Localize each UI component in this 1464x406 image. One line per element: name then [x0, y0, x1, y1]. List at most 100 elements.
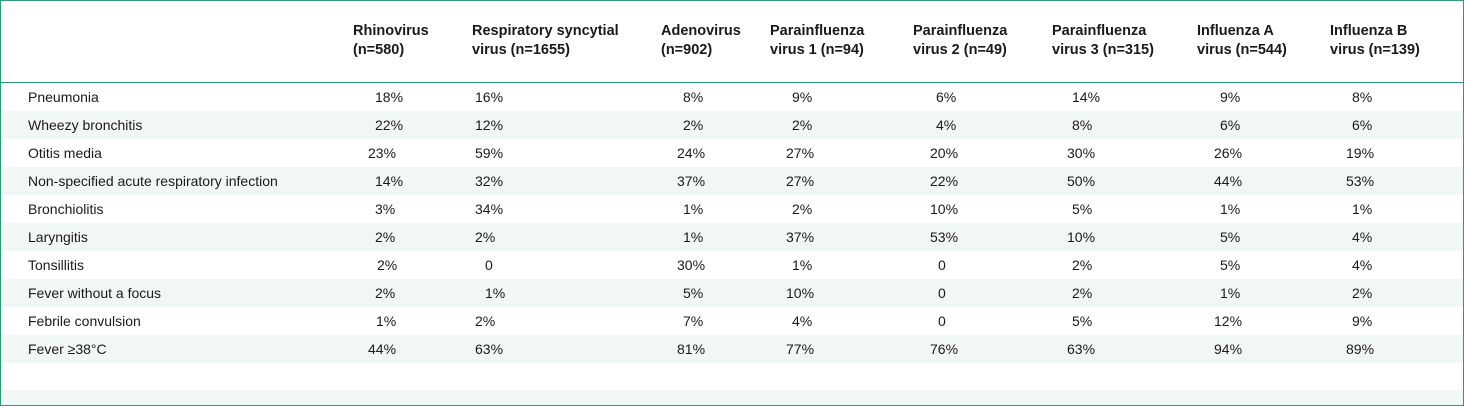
column-header-line: (n=902) [661, 42, 713, 58]
column-header-line: virus 3 (n=315) [1052, 42, 1154, 58]
table-cell: 44% [368, 341, 397, 357]
table-row: Non-specified acute respiratory infectio… [1, 167, 1463, 195]
table-cell: 8% [1072, 117, 1093, 133]
table-cell: 63% [475, 341, 504, 357]
table-cell: 9% [1352, 313, 1373, 329]
column-header-line: virus 2 (n=49) [913, 42, 1007, 58]
table-cell: 30% [677, 257, 706, 273]
table-cell: 6% [936, 89, 957, 105]
column-header-line: Parainfluenza [1052, 23, 1147, 39]
column-header: Adenovirus (n=902) [661, 22, 741, 60]
table-cell: 2% [792, 201, 813, 217]
column-header-line: Influenza B [1330, 23, 1408, 39]
table-cell: 44% [1214, 173, 1243, 189]
table-cell: 0 [485, 257, 493, 273]
table-cell: 4% [1352, 257, 1373, 273]
table-cell: 5% [1072, 313, 1093, 329]
table-row: Tonsillitis 2% 0 30% 1% 0 2% 5% 4% [1, 251, 1463, 279]
table-cell: 30% [1067, 145, 1096, 161]
table-cell: 5% [683, 285, 704, 301]
table-header: Rhinovirus (n=580) Respiratory syncytial vi… [1, 1, 1463, 83]
column-header: Influenza A virus (n=544) [1197, 22, 1287, 60]
table-cell: 22% [375, 117, 404, 133]
table-cell: 10% [786, 285, 815, 301]
column-header-line: virus (n=139) [1330, 42, 1420, 58]
table-cell: 4% [936, 117, 957, 133]
table-cell: 4% [1352, 229, 1373, 245]
table-row: Bronchiolitis 3% 34% 1% 2% 10% 5% 1% 1% [1, 195, 1463, 223]
table-row: Febrile convulsion 1% 2% 7% 4% 0 5% 12% 9% [1, 307, 1463, 335]
table-cell: 1% [792, 257, 813, 273]
table-cell: 26% [1214, 145, 1243, 161]
column-header-line: virus (n=544) [1197, 42, 1287, 58]
row-label: Non-specified acute respiratory infectio… [28, 173, 278, 189]
table-cell: 27% [786, 145, 815, 161]
table-footer-band [1, 390, 1463, 405]
table-cell: 3% [375, 201, 396, 217]
table-cell: 14% [375, 173, 404, 189]
table-cell: 63% [1067, 341, 1096, 357]
row-label: Fever without a focus [28, 285, 162, 301]
table-cell: 59% [475, 145, 504, 161]
table-cell: 2% [475, 313, 496, 329]
table-cell: 6% [1220, 117, 1241, 133]
table-cell: 18% [375, 89, 404, 105]
table-cell: 77% [786, 341, 815, 357]
table-cell: 22% [930, 173, 959, 189]
table-cell: 2% [375, 229, 396, 245]
table-cell: 37% [786, 229, 815, 245]
column-header: Influenza B virus (n=139) [1330, 22, 1420, 60]
column-header-line: (n=580) [353, 42, 405, 58]
column-header-line: Influenza A [1197, 23, 1274, 39]
table-row: Wheezy bronchitis 22% 12% 2% 2% 4% 8% 6% 6% [1, 111, 1463, 139]
table-cell: 8% [1352, 89, 1373, 105]
column-header: Parainfluenza virus 1 (n=94) [770, 22, 864, 60]
table-cell: 16% [475, 89, 504, 105]
table-cell: 81% [677, 341, 706, 357]
table-cell: 5% [1220, 257, 1241, 273]
row-label: Febrile convulsion [28, 313, 141, 329]
table-cell: 19% [1346, 145, 1375, 161]
table-cell: 2% [1072, 285, 1093, 301]
column-header: Rhinovirus (n=580) [353, 22, 429, 60]
column-header-line: Rhinovirus [353, 23, 429, 39]
table-cell: 5% [1220, 229, 1241, 245]
table-cell: 34% [475, 201, 504, 217]
table-cell: 23% [368, 145, 397, 161]
table-cell: 37% [677, 173, 706, 189]
table-cell: 12% [475, 117, 504, 133]
table-row: Otitis media 23% 59% 24% 27% 20% 30% 26% 19% [1, 139, 1463, 167]
table-cell: 4% [792, 313, 813, 329]
row-label: Bronchiolitis [28, 201, 104, 217]
table-cell: 0 [938, 285, 946, 301]
row-label: Tonsillitis [28, 257, 85, 273]
table-cell: 50% [1067, 173, 1096, 189]
table-cell: 2% [377, 257, 398, 273]
table-cell: 7% [683, 313, 704, 329]
column-header-line: Parainfluenza [770, 23, 865, 39]
row-label: Otitis media [28, 145, 102, 161]
column-header-line: virus (n=1655) [472, 42, 570, 58]
table-cell: 1% [1352, 201, 1373, 217]
table-cell: 1% [1220, 285, 1241, 301]
column-header: Parainfluenza virus 3 (n=315) [1052, 22, 1154, 60]
table-cell: 32% [475, 173, 504, 189]
table-cell: 2% [1072, 257, 1093, 273]
table-cell: 9% [1220, 89, 1241, 105]
table-cell: 10% [1067, 229, 1096, 245]
table-cell: 9% [792, 89, 813, 105]
table-cell: 2% [375, 285, 396, 301]
table-cell: 12% [1214, 313, 1243, 329]
column-header-line: virus 1 (n=94) [770, 42, 864, 58]
table-cell: 1% [683, 229, 704, 245]
table-row: Fever ≥38°C 44% 63% 81% 77% 76% 63% 94% 89% [1, 335, 1463, 363]
table-row: Laryngitis 2% 2% 1% 37% 53% 10% 5% 4% [1, 223, 1463, 251]
table-cell: 20% [930, 145, 959, 161]
column-header: Respiratory syncytial virus (n=1655) [472, 22, 619, 60]
table-row: Fever without a focus 2% 1% 5% 10% 0 2% 1% 2% [1, 279, 1463, 307]
row-label: Wheezy bronchitis [28, 117, 143, 133]
table-cell: 5% [1072, 201, 1093, 217]
column-header: Parainfluenza virus 2 (n=49) [913, 22, 1007, 60]
row-label: Laryngitis [28, 229, 88, 245]
table-cell: 53% [930, 229, 959, 245]
